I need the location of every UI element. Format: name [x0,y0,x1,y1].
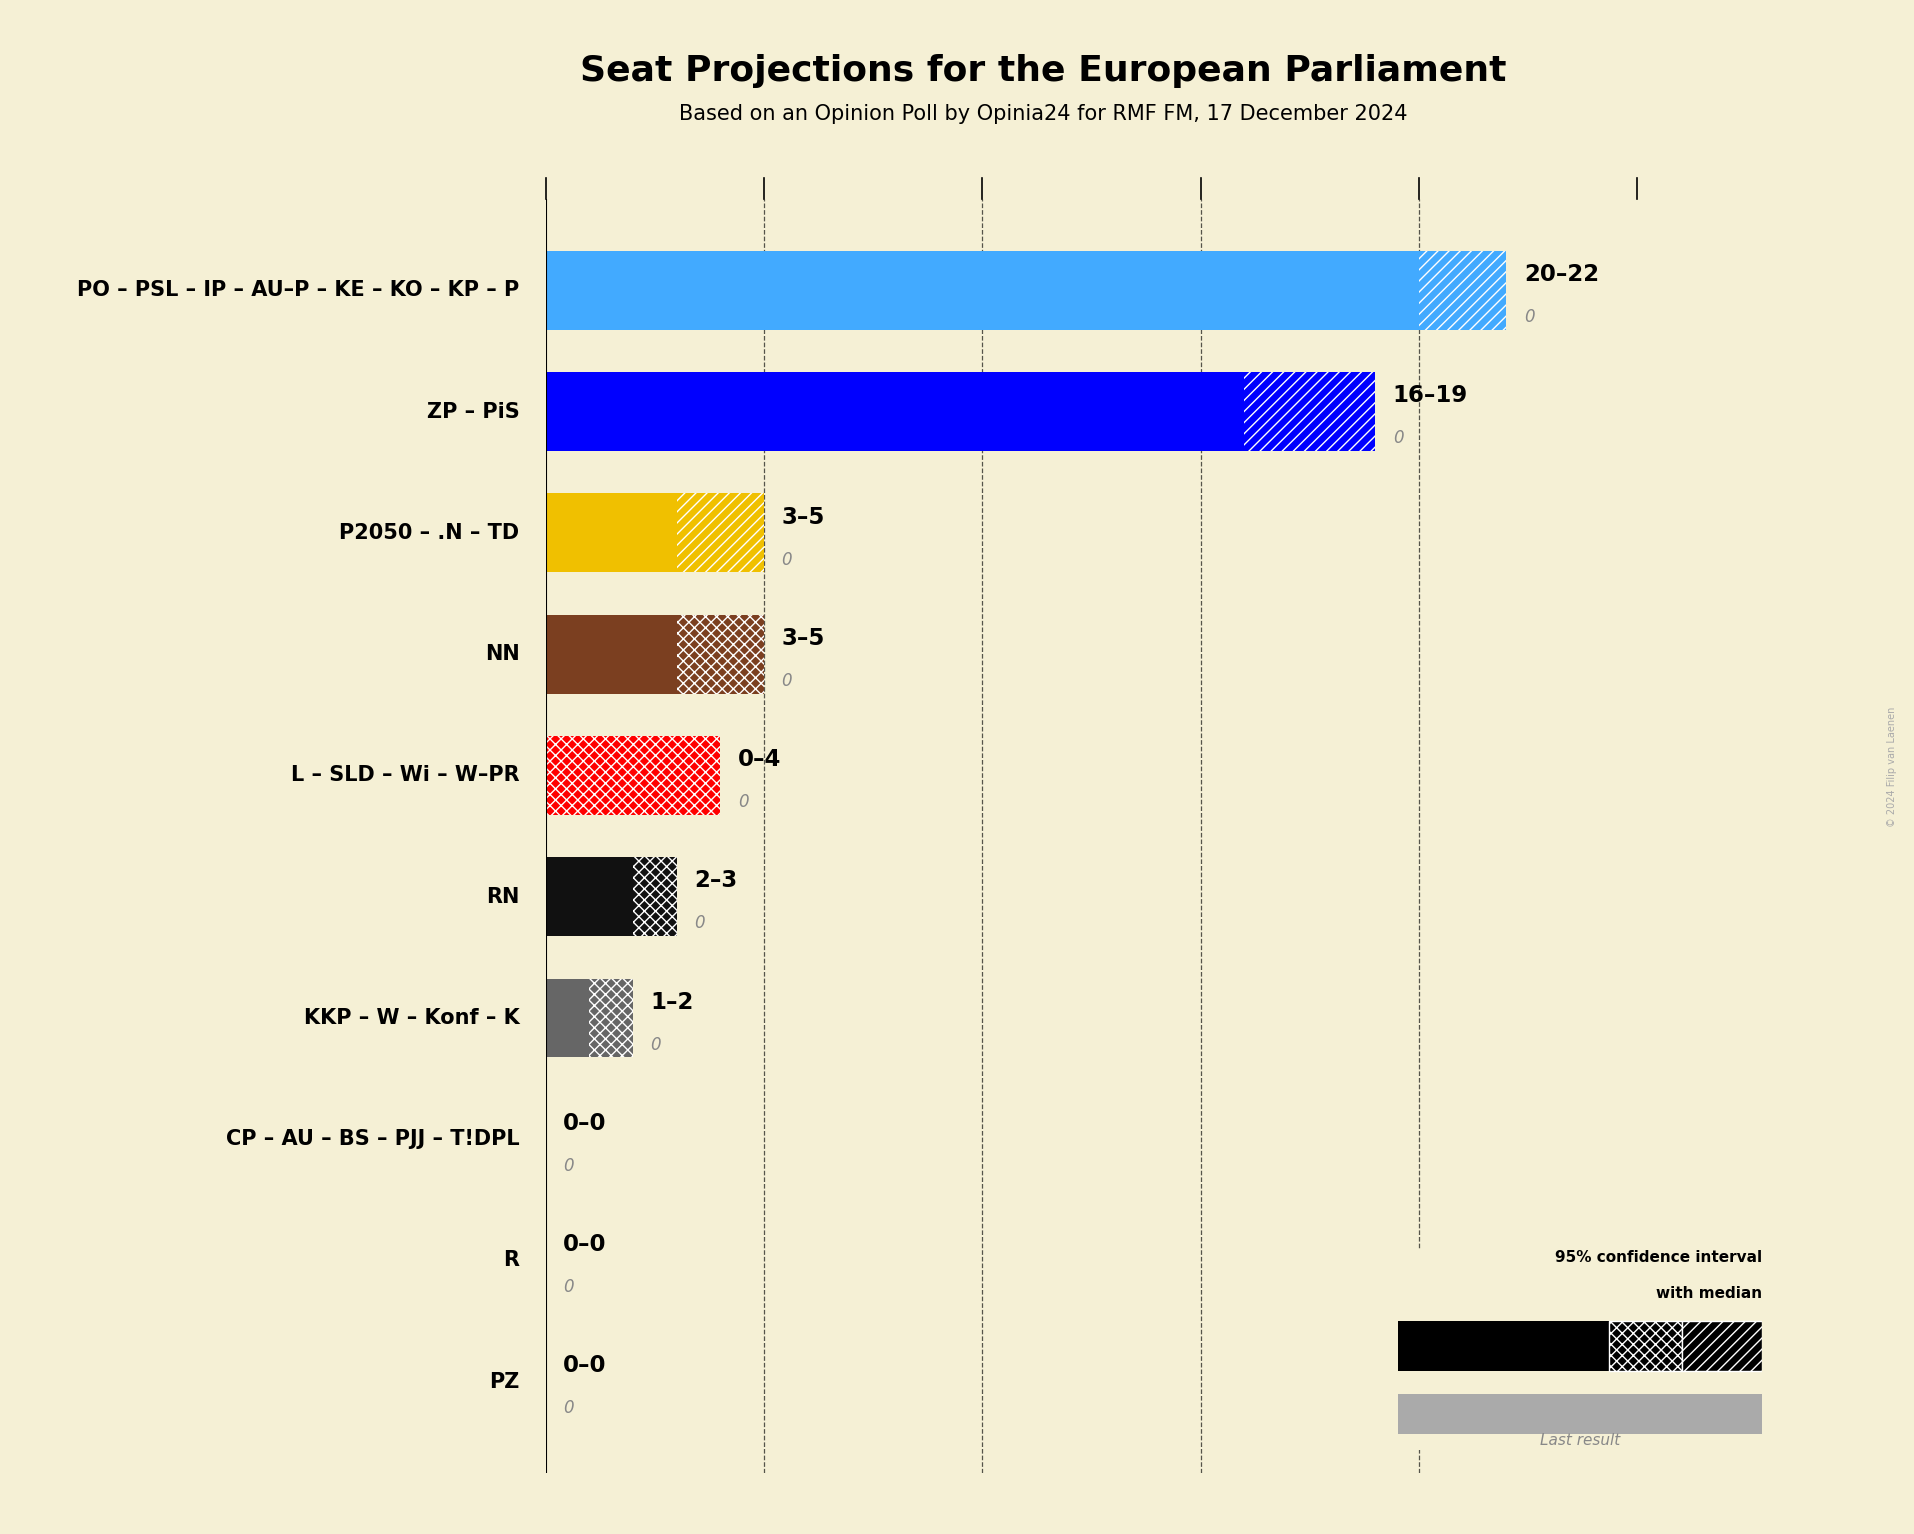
Text: 0: 0 [737,793,748,811]
Text: CP – AU – BS – PJJ – T!DPL: CP – AU – BS – PJJ – T!DPL [226,1129,519,1149]
Bar [545,736,720,815]
Bar [590,979,634,1057]
Text: Seat Projections for the European Parliament: Seat Projections for the European Parlia… [580,54,1506,87]
Text: 0: 0 [781,551,792,569]
Text: 0: 0 [781,672,792,690]
Text: 0–0: 0–0 [563,1355,607,1378]
Text: 0–4: 0–4 [737,749,781,772]
Text: KKP – W – Konf – K: KKP – W – Konf – K [304,1008,519,1028]
Bar [545,615,676,693]
Text: with median: with median [1656,1285,1761,1301]
Text: 0: 0 [563,1278,574,1296]
Text: Based on an Opinion Poll by Opinia24 for RMF FM, 17 December 2024: Based on an Opinion Poll by Opinia24 for… [679,104,1407,124]
Bar [1418,252,1506,330]
Text: 0: 0 [563,1399,574,1417]
Text: 0: 0 [651,1035,660,1054]
Text: 0: 0 [563,1157,574,1175]
Text: 2–3: 2–3 [695,870,737,893]
Text: 20–22: 20–22 [1524,264,1598,287]
Text: 1–2: 1–2 [651,991,693,1014]
Bar [1397,1321,1608,1371]
Bar [676,615,764,693]
Text: 0–0: 0–0 [563,1112,607,1135]
Bar [545,252,1418,330]
Text: P2050 – .N – TD: P2050 – .N – TD [339,523,519,543]
Text: ZP – PiS: ZP – PiS [427,402,519,422]
Text: 3–5: 3–5 [781,627,825,650]
Bar [545,858,634,936]
Bar [1244,373,1374,451]
Text: 0: 0 [1391,430,1403,448]
Text: RN: RN [486,887,519,907]
Text: 3–5: 3–5 [781,506,825,529]
Text: 0: 0 [1524,308,1533,327]
Bar [634,858,676,936]
Bar [1680,1321,1761,1371]
Text: 0: 0 [695,914,704,933]
Bar [1397,1394,1761,1434]
Text: L – SLD – Wi – W–PR: L – SLD – Wi – W–PR [291,765,519,785]
Bar [545,373,1244,451]
Text: R: R [503,1250,519,1270]
Bar [545,494,676,572]
Text: 16–19: 16–19 [1391,385,1468,408]
Text: PZ: PZ [488,1371,519,1391]
Text: PO – PSL – IP – AU–P – KE – KO – KP – P: PO – PSL – IP – AU–P – KE – KO – KP – P [77,281,519,301]
Text: 0–0: 0–0 [563,1233,607,1256]
Bar [1608,1321,1680,1371]
Text: 95% confidence interval: 95% confidence interval [1554,1250,1761,1266]
Bar [676,494,764,572]
Bar [545,979,590,1057]
Text: NN: NN [484,644,519,664]
Text: Last result: Last result [1539,1433,1619,1448]
Text: © 2024 Filip van Laenen: © 2024 Filip van Laenen [1885,707,1897,827]
